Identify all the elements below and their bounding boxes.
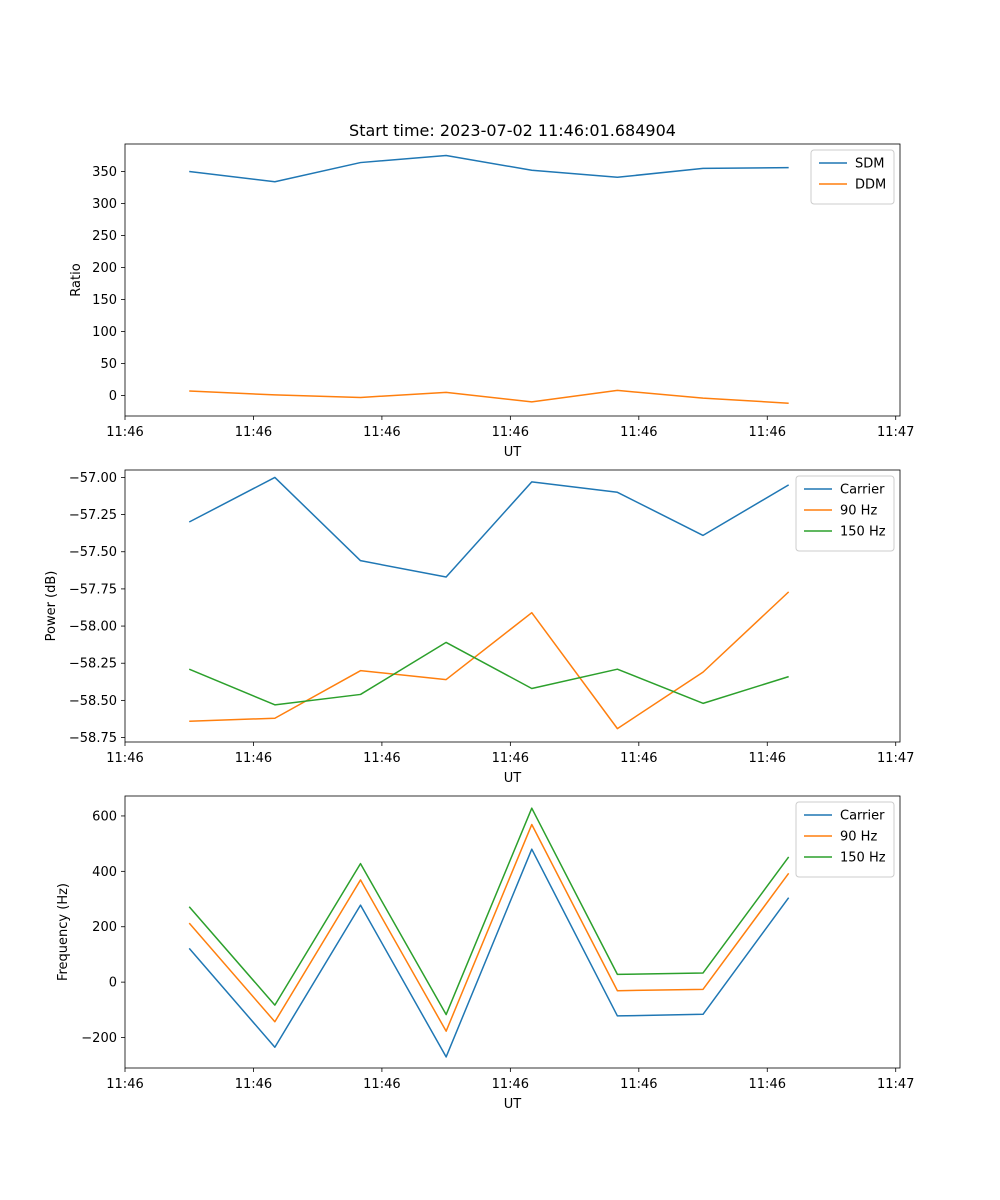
x-tick-label: 11:46 [492, 425, 529, 440]
x-tick-label: 11:46 [106, 1077, 143, 1092]
legend-label: Carrier [840, 809, 885, 824]
legend-label: 90 Hz [840, 830, 877, 845]
x-axis-label: UT [504, 1097, 522, 1112]
x-tick-label: 11:46 [235, 751, 272, 766]
series-line-90-hz [189, 591, 790, 730]
x-tick-label: 11:46 [235, 1077, 272, 1092]
y-tick-label: −57.75 [69, 582, 117, 597]
axes-frame [124, 143, 901, 417]
x-axis-label: UT [504, 771, 522, 786]
x-tick-label: 11:46 [620, 751, 657, 766]
y-tick-label: −58.75 [69, 731, 117, 746]
series-line-90-hz [188, 823, 790, 1032]
chart-title: Start time: 2023-07-02 11:46:01.684904 [349, 121, 676, 140]
legend-label: 90 Hz [840, 504, 877, 519]
x-tick-label: 11:46 [363, 425, 400, 440]
subplot-1: 11:46 11:46 11:46 11:46 11:46 11:46 11:47 0 50 10… [69, 121, 914, 460]
legend: Carrier 90 Hz 150 Hz [795, 475, 895, 552]
y-tick-label: −58.50 [69, 694, 117, 709]
y-tick-label: 600 [92, 809, 117, 824]
y-tick-label: 150 [92, 293, 117, 308]
legend-label: 150 Hz [840, 851, 886, 866]
series-line-ddm [189, 389, 789, 404]
legend-label: SDM [855, 157, 884, 172]
y-tick-label: 200 [92, 920, 117, 935]
x-tick-label: 11:46 [106, 751, 143, 766]
y-tick-label: 250 [92, 229, 117, 244]
y-tick-label: 200 [92, 261, 117, 276]
series-line-150-hz [188, 807, 790, 1016]
axes-frame [124, 795, 901, 1069]
series-line-sdm [189, 154, 789, 183]
y-tick-label: 0 [109, 389, 117, 404]
x-tick-label: 11:46 [620, 1077, 657, 1092]
x-tick-label: 11:47 [877, 751, 914, 766]
y-tick-label: 100 [92, 325, 117, 340]
series-line-carrier [188, 476, 790, 578]
y-tick-label: −58.00 [69, 620, 117, 635]
legend: SDM DDM [810, 149, 895, 205]
y-axis-label: Power (dB) [44, 571, 59, 642]
y-tick-label: 0 [109, 976, 117, 991]
y-tick-label: −200 [81, 1031, 117, 1046]
x-tick-label: 11:46 [620, 425, 657, 440]
y-axis-label: Ratio [69, 263, 84, 296]
y-tick-label: 350 [92, 165, 117, 180]
legend-box [795, 475, 895, 552]
axes-frame [124, 469, 901, 743]
legend: Carrier 90 Hz 150 Hz [795, 801, 895, 878]
x-tick-label: 11:46 [492, 751, 529, 766]
subplot-3: 11:46 11:46 11:46 11:46 11:46 11:46 11:47 −200 0… [56, 795, 914, 1112]
y-tick-label: 50 [100, 357, 117, 372]
series-line-150-hz [188, 641, 789, 706]
y-tick-label: −57.50 [69, 545, 117, 560]
x-tick-label: 11:46 [749, 425, 786, 440]
x-tick-label: 11:47 [877, 425, 914, 440]
x-tick-label: 11:46 [749, 751, 786, 766]
legend-label: 150 Hz [840, 525, 886, 540]
y-axis-label: Frequency (Hz) [56, 883, 71, 981]
legend-box [795, 801, 895, 878]
y-tick-label: −58.25 [69, 657, 117, 672]
x-tick-label: 11:46 [363, 1077, 400, 1092]
x-axis-label: UT [504, 445, 522, 460]
y-tick-label: −57.25 [69, 508, 117, 523]
series-line-carrier [188, 848, 790, 1058]
x-tick-label: 11:46 [235, 425, 272, 440]
x-tick-label: 11:47 [877, 1077, 914, 1092]
x-tick-label: 11:46 [749, 1077, 786, 1092]
x-tick-label: 11:46 [106, 425, 143, 440]
y-tick-label: 300 [92, 197, 117, 212]
x-tick-label: 11:46 [492, 1077, 529, 1092]
y-tick-label: −57.00 [69, 471, 117, 486]
legend-label: DDM [855, 178, 886, 193]
y-tick-label: 400 [92, 865, 117, 880]
legend-label: Carrier [840, 483, 885, 498]
x-tick-label: 11:46 [363, 751, 400, 766]
subplot-2: 11:46 11:46 11:46 11:46 11:46 11:46 11:47 −57.0… [44, 469, 914, 786]
